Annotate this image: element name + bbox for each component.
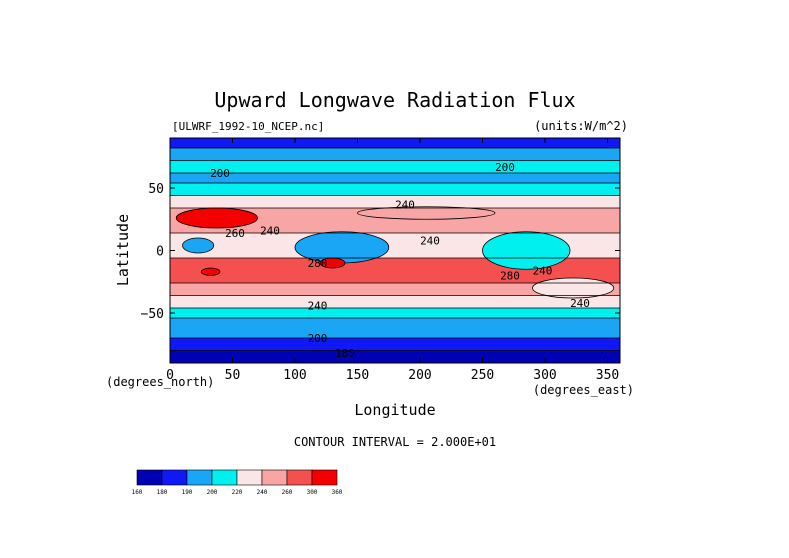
y-axis-units: (degrees_north)	[106, 375, 214, 389]
colorbar-level-label: 160	[132, 489, 143, 496]
contour-label: 200	[308, 332, 328, 345]
heatmap-band	[170, 328, 620, 339]
heatmap-band	[170, 270, 620, 284]
heatmap-band	[170, 220, 620, 234]
contour-label: 240	[260, 225, 280, 238]
units-label: (units:W/m^2)	[534, 119, 628, 133]
heatmap-band	[170, 195, 620, 209]
contour-label: 240	[420, 235, 440, 248]
x-axis: 0 50 100 150 200 250 300 350	[166, 138, 619, 383]
y-axis-label: Latitude	[114, 214, 132, 286]
heatmap-band	[170, 283, 620, 296]
colorbar-level-label: 200	[207, 489, 218, 496]
contour-label: 280	[500, 270, 520, 283]
x-axis-label: Longitude	[354, 401, 435, 419]
chart-title: Upward Longwave Radiation Flux	[214, 88, 575, 112]
colorbar-level-label: 360	[332, 489, 343, 496]
heatmap-region	[532, 277, 615, 299]
colorbar-legend: 160 180 190 200 220 240 260 300 360	[132, 469, 343, 496]
heatmap-band	[170, 183, 620, 196]
x-axis-units: (degrees_east)	[533, 383, 634, 397]
x-tick-label: 250	[471, 368, 494, 383]
contour-interval-note: CONTOUR INTERVAL = 2.000E+01	[294, 435, 496, 449]
y-tick-label: 0	[156, 245, 164, 260]
colorbar-level-label: 300	[307, 489, 318, 496]
contour-label: 240	[308, 300, 328, 313]
contour-label: 200	[210, 167, 230, 180]
contour-label-layer: 200 200 240 240 260 240 280 280 240 240 240 200 180	[210, 161, 590, 360]
x-tick-label: 200	[408, 368, 431, 383]
contour-label: 180	[335, 347, 355, 360]
x-tick-label: 300	[533, 368, 556, 383]
contour-label: 240	[570, 297, 590, 310]
contour-label: 240	[533, 265, 553, 278]
heatmap-band	[170, 148, 620, 161]
heatmap-plot-area	[170, 138, 620, 363]
colorbar-swatch	[236, 469, 263, 486]
x-tick-label: 150	[346, 368, 369, 383]
contour-label: 280	[308, 257, 328, 270]
colorbar-swatch	[136, 469, 163, 486]
colorbar-swatch	[211, 469, 238, 486]
heatmap-region	[482, 231, 571, 270]
heatmap-band	[170, 173, 620, 184]
y-axis: −50 0 50	[141, 182, 620, 322]
colorbar-level-label: 220	[232, 489, 243, 496]
file-label: [ULWRF_1992-10_NCEP.nc]	[172, 120, 324, 133]
heatmap-region	[200, 267, 221, 276]
colorbar-swatch	[161, 469, 188, 486]
colorbar-level-label: 260	[282, 489, 293, 496]
x-tick-label: 350	[596, 368, 619, 383]
colorbar-swatch	[311, 469, 338, 486]
y-tick-label: 50	[148, 182, 164, 197]
colorbar-level-label: 190	[182, 489, 193, 496]
y-tick-label: −50	[141, 307, 164, 322]
x-tick-label: 100	[283, 368, 306, 383]
heatmap-band	[170, 318, 620, 329]
contour-label: 240	[395, 198, 415, 211]
heatmap-band	[170, 338, 620, 351]
colorbar-swatch	[286, 469, 313, 486]
heatmap-region	[175, 207, 258, 229]
heatmap-band	[170, 160, 620, 174]
colorbar-swatch	[186, 469, 213, 486]
heatmap-band	[170, 350, 620, 363]
x-tick-label: 0	[166, 368, 174, 383]
heatmap-band	[170, 308, 620, 319]
heatmap-band	[170, 295, 620, 309]
contour-label: 200	[495, 161, 515, 174]
x-tick-label: 50	[225, 368, 241, 383]
heatmap-region	[357, 206, 496, 220]
heatmap-region	[182, 237, 215, 254]
colorbar-level-label: 180	[157, 489, 168, 496]
heatmap-band	[170, 138, 620, 149]
colorbar-level-label: 240	[257, 489, 268, 496]
contour-label: 260	[225, 227, 245, 240]
colorbar-swatch	[261, 469, 288, 486]
